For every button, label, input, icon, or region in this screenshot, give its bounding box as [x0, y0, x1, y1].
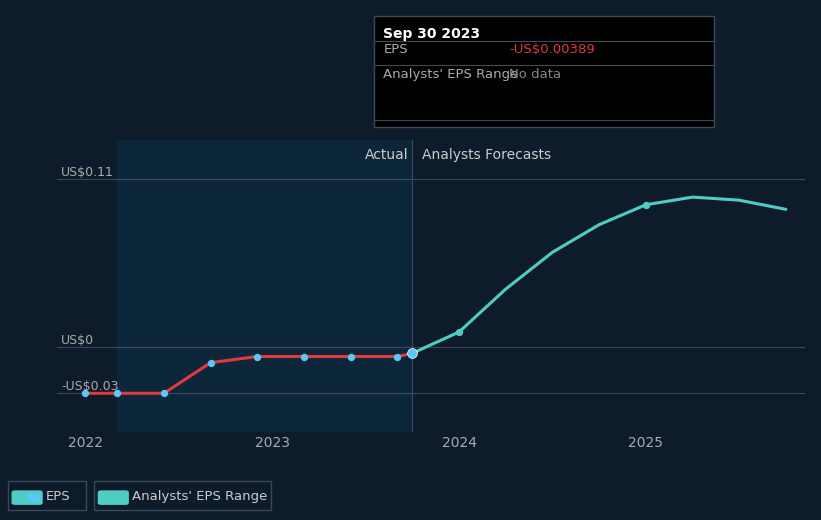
Text: Actual: Actual	[365, 148, 409, 162]
Text: -US$0.00389: -US$0.00389	[509, 43, 594, 56]
Text: -US$0.03: -US$0.03	[62, 380, 119, 393]
Point	[452, 328, 466, 336]
Text: Analysts' EPS Range: Analysts' EPS Range	[132, 490, 268, 503]
Point	[204, 358, 218, 367]
Bar	[117, 140, 412, 432]
Text: US$0: US$0	[62, 334, 94, 347]
Point	[391, 353, 404, 361]
Text: Analysts' EPS Range: Analysts' EPS Range	[383, 68, 519, 81]
Point	[406, 349, 419, 357]
Text: Sep 30 2023: Sep 30 2023	[383, 27, 480, 41]
Text: US$0.11: US$0.11	[62, 166, 114, 179]
Point	[158, 389, 171, 397]
Text: EPS: EPS	[383, 43, 408, 56]
Point	[344, 353, 357, 361]
Point	[79, 389, 92, 397]
Point	[640, 201, 653, 209]
Text: EPS: EPS	[46, 490, 71, 503]
Point	[250, 353, 264, 361]
Point	[111, 389, 124, 397]
Text: Analysts Forecasts: Analysts Forecasts	[422, 148, 551, 162]
Point	[297, 353, 310, 361]
Text: No data: No data	[509, 68, 561, 81]
